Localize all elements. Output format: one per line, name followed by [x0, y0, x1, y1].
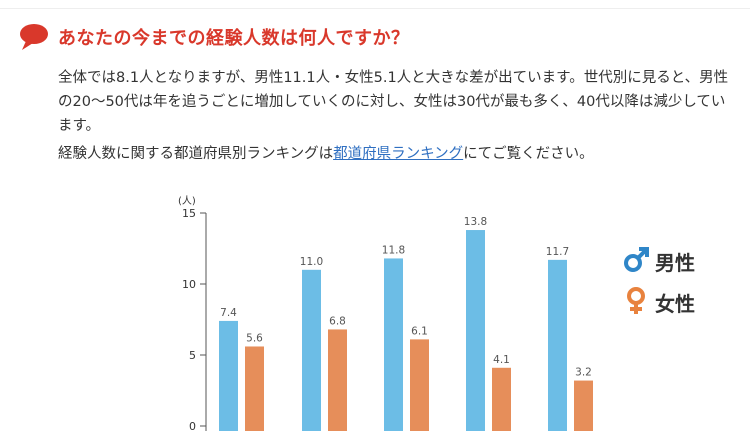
- male-bar: [302, 269, 321, 431]
- y-tick-label: 5: [189, 349, 196, 362]
- male-bar: [466, 230, 485, 431]
- prefecture-ranking-link[interactable]: 都道府県ランキング: [333, 146, 464, 162]
- female-symbol-icon: [622, 287, 652, 317]
- legend-male-label: 男性: [655, 250, 695, 275]
- female-bar: [328, 329, 347, 431]
- ranking-text-before: 経験人数に関する都道府県別ランキングは: [58, 146, 334, 162]
- male-bar-value-label: 11.7: [546, 246, 569, 258]
- male-bar-value-label: 7.4: [220, 307, 237, 319]
- female-bar: [245, 346, 264, 431]
- male-bar: [384, 258, 403, 431]
- y-tick-label: 0: [189, 420, 196, 431]
- female-bar-value-label: 3.2: [575, 367, 592, 379]
- male-bar-value-label: 11.8: [382, 244, 405, 256]
- legend-male: 男性: [622, 246, 695, 276]
- male-bar: [548, 259, 567, 431]
- female-bar: [574, 380, 593, 431]
- top-divider: [0, 8, 750, 9]
- female-bar-value-label: 6.1: [411, 325, 428, 337]
- summary-paragraph: 全体では8.1人となりますが、男性11.1人・女性5.1人と大きな差が出ています…: [58, 70, 729, 134]
- speech-bubble-icon: [16, 22, 52, 52]
- male-bar: [219, 320, 238, 431]
- page-title: あなたの今までの経験人数は何人ですか？: [58, 28, 410, 49]
- male-bar-value-label: 11.0: [300, 256, 323, 268]
- y-axis-unit-label: (人): [178, 195, 196, 207]
- female-bar-value-label: 5.6: [246, 332, 263, 344]
- female-bar: [492, 367, 511, 431]
- female-bar-value-label: 6.8: [329, 315, 346, 327]
- male-symbol-icon: [622, 246, 652, 276]
- y-tick-label: 15: [182, 207, 196, 220]
- male-bar-value-label: 13.8: [464, 216, 487, 228]
- female-bar: [410, 339, 429, 431]
- legend-female: 女性: [622, 287, 695, 317]
- ranking-paragraph: 経験人数に関する都道府県別ランキングは都道府県ランキングにてご覧ください。: [58, 142, 738, 166]
- legend-female-label: 女性: [655, 291, 695, 316]
- ranking-text-after: にてご覧ください。: [463, 146, 594, 162]
- section-heading: あなたの今までの経験人数は何人ですか？: [16, 22, 410, 52]
- y-tick-label: 10: [182, 278, 196, 291]
- female-bar-value-label: 4.1: [493, 354, 510, 366]
